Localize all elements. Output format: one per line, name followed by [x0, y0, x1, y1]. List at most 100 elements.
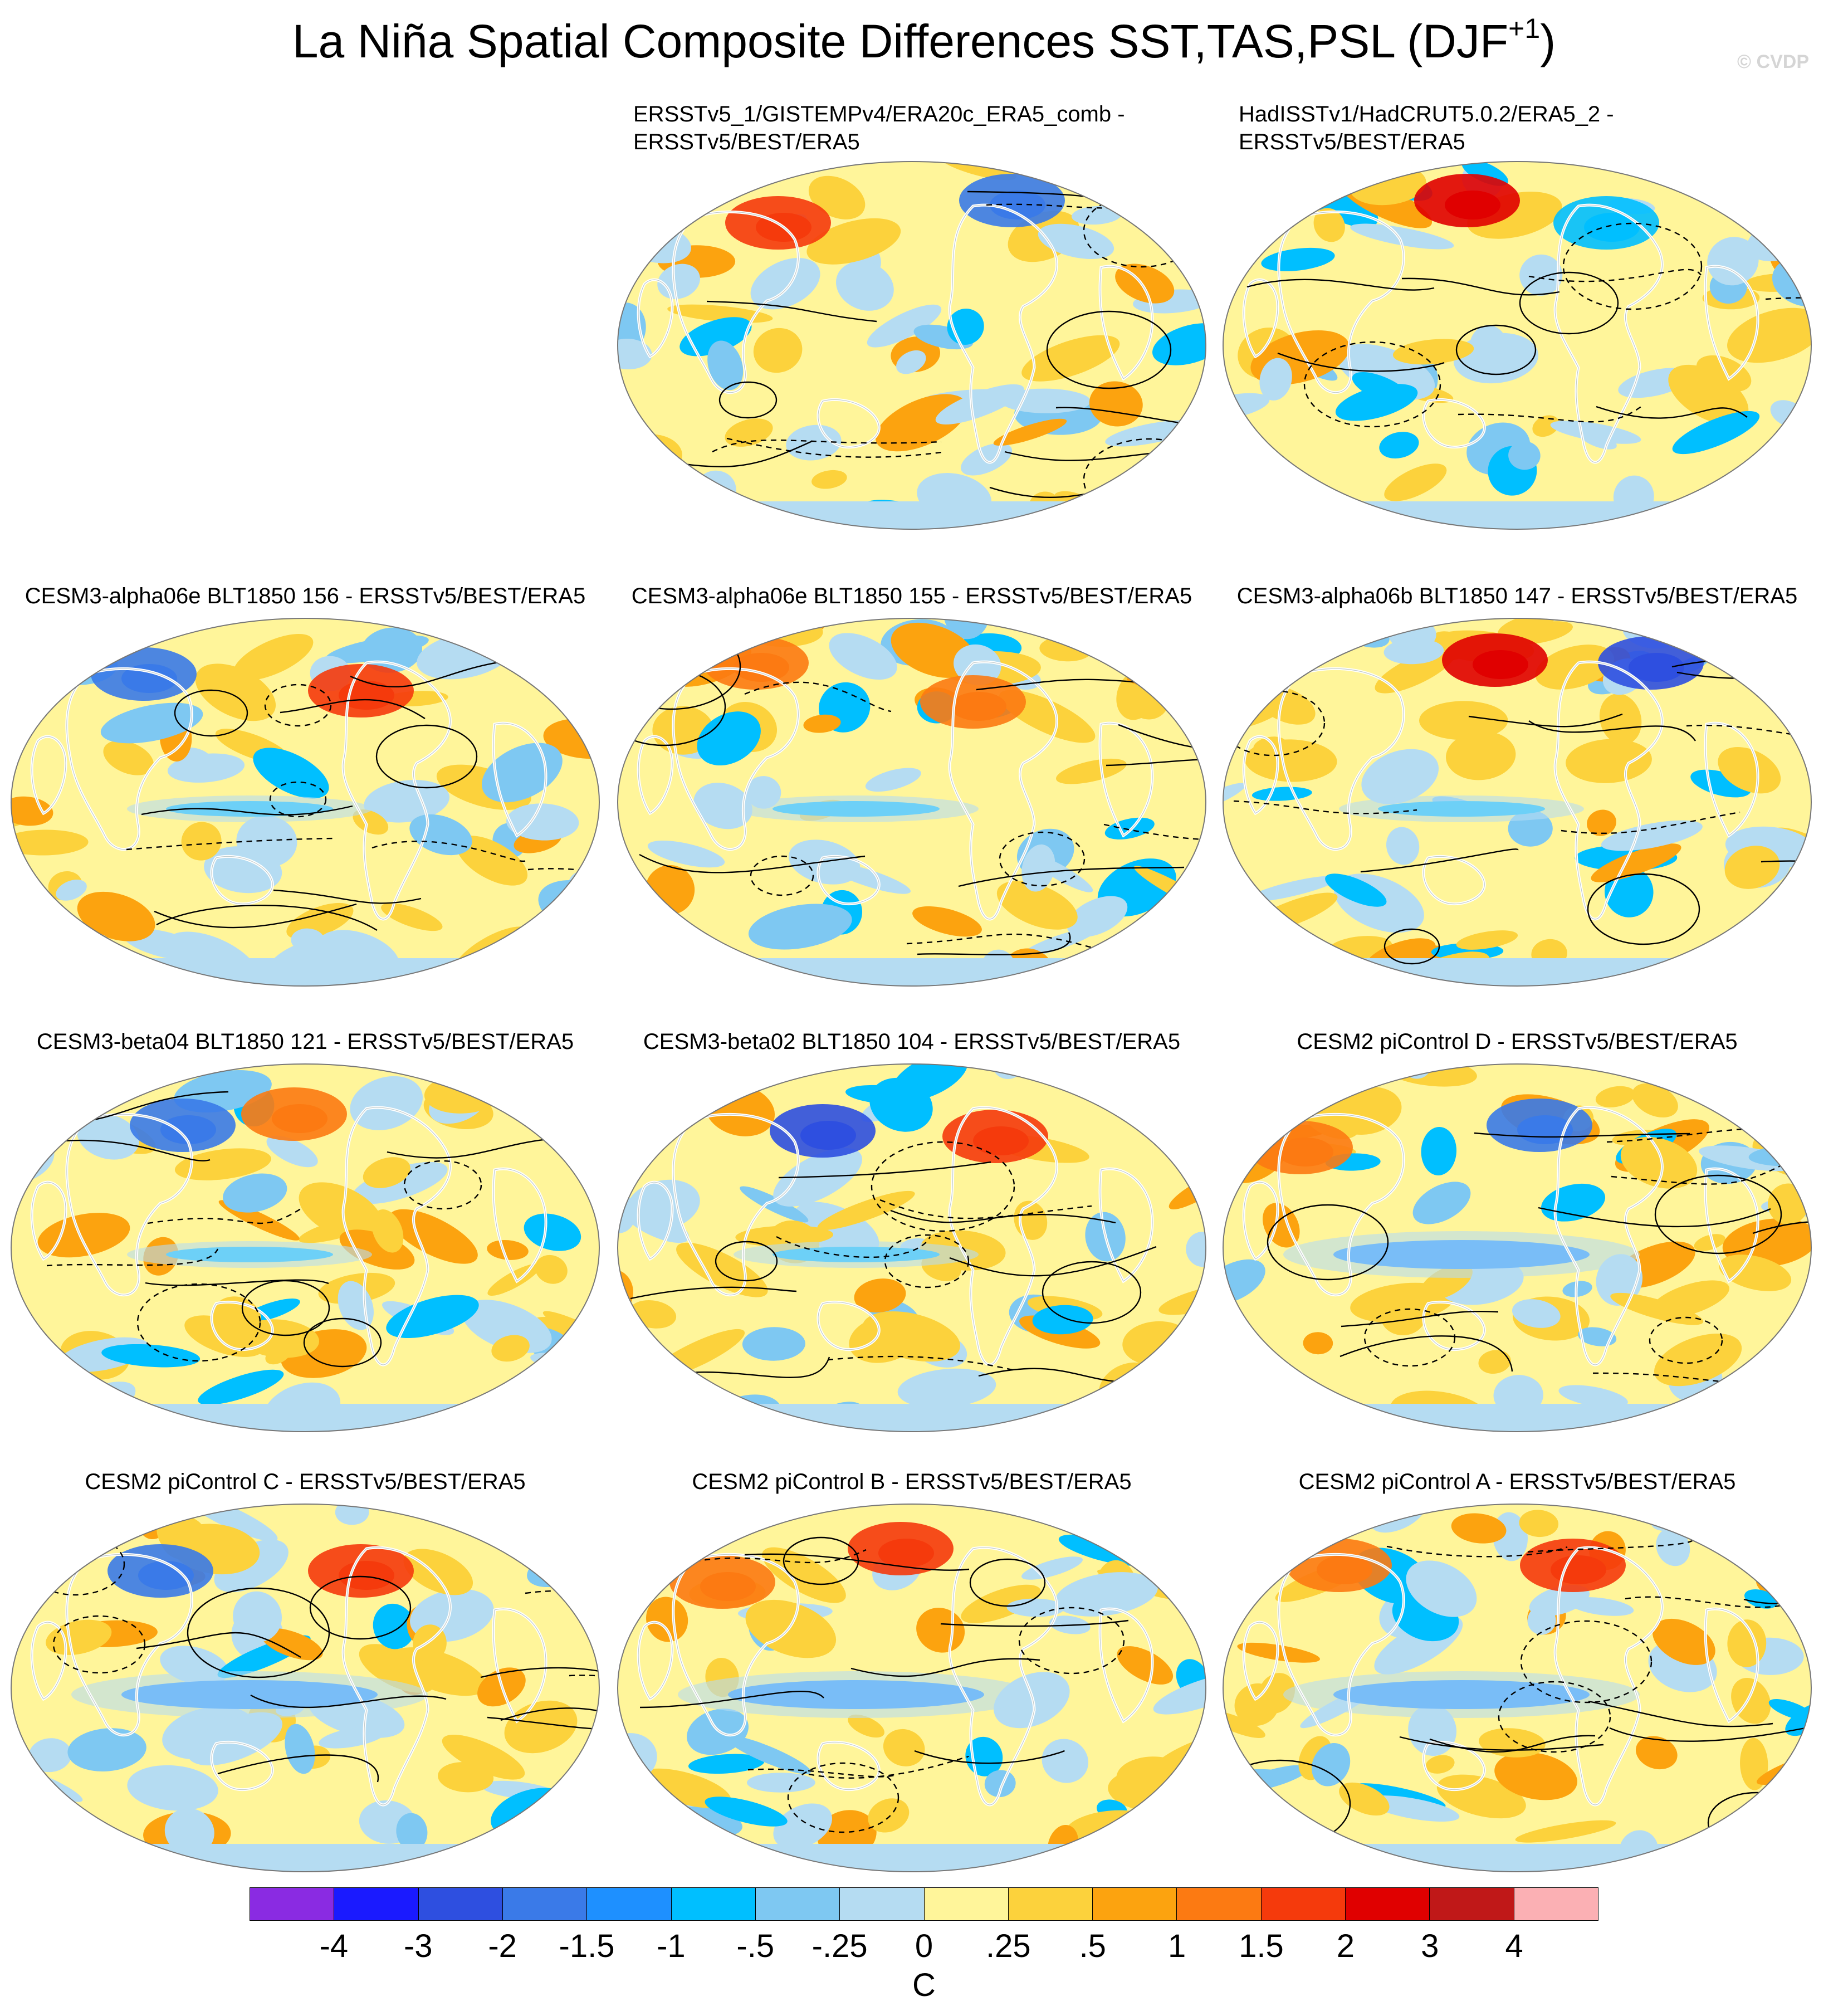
psl-contour: [1277, 352, 1445, 372]
anomaly-patch: [1313, 208, 1345, 242]
psl-contour: [1528, 269, 1702, 282]
anomaly-patch: [1021, 335, 1120, 382]
psl-contour: [1752, 1221, 1811, 1255]
psl-contour: [747, 1768, 897, 1778]
colorbar-tick-label: -4: [319, 1928, 349, 1964]
anomaly-patch: [37, 1213, 130, 1258]
anomaly-patch: [1156, 1504, 1206, 1534]
coastline-detail: [638, 1182, 673, 1260]
psl-contour: [827, 1355, 1015, 1371]
anomaly-patch: [707, 340, 744, 391]
colorbar: [250, 1887, 1598, 1921]
psl-contour: [280, 699, 426, 720]
coastline-detail: [818, 1301, 879, 1350]
psl-contour-closed: [1383, 928, 1440, 965]
psl-contour-closed: [750, 855, 814, 896]
psl-contour: [1779, 1374, 1811, 1409]
coastline-detail: [818, 856, 879, 905]
anomaly-patch: [1668, 364, 1749, 425]
psl-contour-closed: [715, 1241, 778, 1282]
panel-title: CESM2 piControl D - ERSSTv5/BEST/ERA5: [1216, 1028, 1818, 1056]
anomaly-patch: [1223, 1129, 1251, 1154]
psl-contour: [1743, 1581, 1811, 1605]
psl-contour-closed: [264, 684, 332, 727]
anomaly-patch: [747, 1773, 815, 1793]
anomaly-patch: [11, 963, 31, 986]
anomaly-patch: [688, 1754, 765, 1774]
map-panel: ERSSTv5_1/GISTEMPv4/ERA20c_ERA5_comb - ER…: [611, 100, 1213, 530]
anomaly-patch: [867, 304, 942, 348]
colorbar-tick-label: 2: [1336, 1928, 1355, 1964]
psl-contour-closed: [269, 781, 327, 818]
coastline-detail: [66, 1114, 192, 1296]
anomaly-core: [1278, 1138, 1333, 1166]
coastline-detail: [1705, 1608, 1758, 1722]
anomaly-patch: [618, 1855, 660, 1872]
coastline-detail: [1705, 266, 1758, 379]
anomaly-core: [272, 1104, 327, 1133]
colorbar-tick-label: 1.5: [1239, 1928, 1284, 1964]
anomaly-patch: [943, 618, 990, 640]
panel-title: HadISSTv1/HadCRUT5.0.2/ERA5_2 - ERSSTv5/B…: [1239, 100, 1796, 156]
psl-contour: [145, 1279, 329, 1286]
panel-title: CESM2 piControl B - ERSSTv5/BEST/ERA5: [611, 1468, 1213, 1496]
anomaly-patch: [492, 1504, 525, 1528]
anomaly-patch: [1527, 1606, 1556, 1635]
colorbar-box: [334, 1888, 419, 1920]
psl-contour: [914, 1750, 1065, 1764]
psl-contour: [1538, 1207, 1771, 1228]
colorbar-tick-label: -1: [657, 1928, 686, 1964]
psl-contour-closed: [174, 689, 248, 737]
map-panel: CESM3-beta04 BLT1850 121 - ERSSTv5/BEST/…: [4, 1003, 606, 1432]
psl-contour: [1233, 800, 1417, 814]
coastline-detail: [1278, 668, 1404, 850]
anomaly-patch: [1425, 1755, 1455, 1774]
anomaly-patch: [403, 1549, 473, 1595]
anomaly-patch: [1325, 873, 1387, 907]
anomaly-patch: [742, 1327, 805, 1361]
credit-watermark: © CVDP: [1737, 51, 1809, 72]
psl-contour: [1769, 472, 1811, 486]
anomaly-patch: [265, 1344, 291, 1365]
psl-contour: [1561, 811, 1741, 834]
psl-contour: [949, 1246, 1157, 1277]
anomaly-patch: [1339, 1782, 1390, 1816]
anomaly-patch: [1421, 1127, 1457, 1175]
psl-contour: [549, 1386, 599, 1403]
anomaly-patch: [1478, 1350, 1511, 1374]
psl-contour-closed: [969, 1558, 1046, 1607]
coastline-detail: [1423, 399, 1485, 448]
psl-contour: [630, 1286, 797, 1300]
colorbar-box: [1261, 1888, 1346, 1920]
coastline-detail: [673, 211, 799, 393]
psl-contour-closed: [1046, 310, 1172, 389]
anomaly-patch: [773, 1803, 832, 1849]
anomaly-patch: [1143, 459, 1177, 496]
anomaly-patch: [848, 1714, 884, 1738]
colorbar-box: [502, 1888, 588, 1920]
anomaly-core: [1445, 191, 1500, 219]
map-frame: [617, 618, 1206, 987]
anomaly-core: [973, 1126, 1029, 1155]
coastline-detail: [31, 1622, 66, 1700]
psl-contour-closed: [1498, 1681, 1611, 1753]
psl-contour: [500, 1707, 599, 1729]
anomaly-patch: [195, 663, 276, 721]
anomaly-patch: [524, 1213, 581, 1251]
psl-contour-closed: [1587, 873, 1700, 945]
anomaly-patch: [954, 644, 1001, 686]
psl-contour: [712, 439, 942, 453]
anomaly-patch: [1672, 411, 1760, 455]
anomaly-patch: [487, 1239, 529, 1260]
anomaly-patch: [285, 1724, 315, 1774]
coastline-detail: [638, 1622, 673, 1700]
coastline-detail: [1278, 1114, 1404, 1296]
psl-contour-closed: [787, 1762, 899, 1833]
psl-contour-closed: [1520, 1620, 1653, 1704]
anomaly-patch: [363, 1157, 410, 1188]
anomaly-patch: [1223, 783, 1246, 812]
anomaly-patch: [1591, 843, 1681, 882]
psl-contour: [1118, 724, 1206, 752]
anomaly-core: [700, 1572, 756, 1601]
anomaly-patch: [961, 1584, 1041, 1623]
